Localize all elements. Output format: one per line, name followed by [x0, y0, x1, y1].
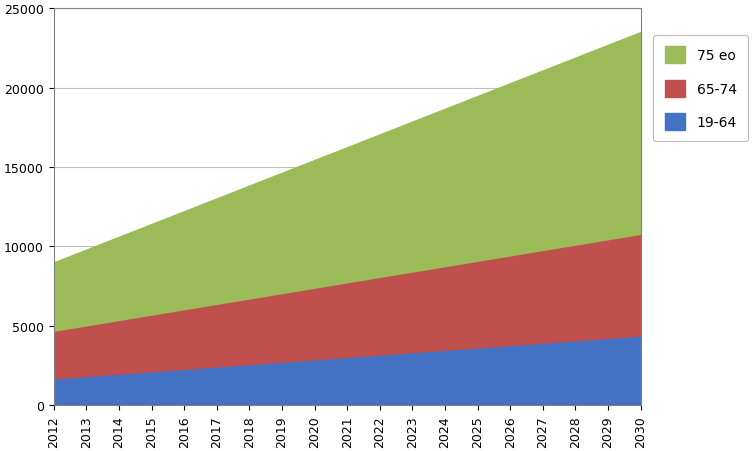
Legend: 75 eo, 65-74, 19-64: 75 eo, 65-74, 19-64: [653, 36, 748, 142]
